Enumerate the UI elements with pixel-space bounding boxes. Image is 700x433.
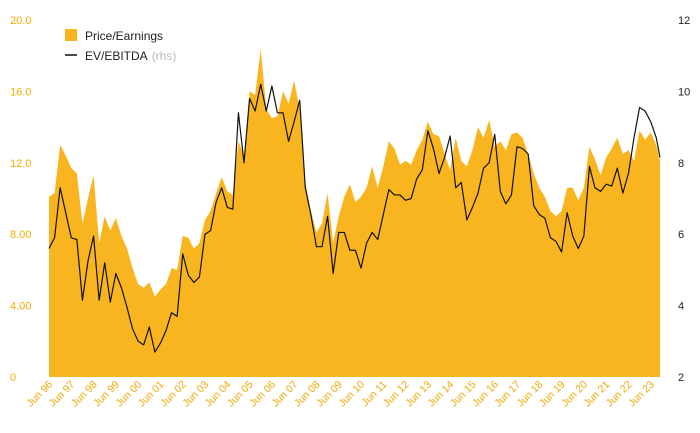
pe-area-series [49, 48, 660, 378]
left-axis-tick-label: 12.0 [10, 158, 31, 170]
legend-label-ev-suffix: (rhs) [152, 49, 177, 63]
x-axis-tick-label: Jun 23 [626, 379, 657, 410]
legend-label-ev-name: EV/EBITDA [85, 49, 148, 63]
chart-legend: Price/Earnings EV/EBITDA (rhs) [65, 29, 176, 63]
right-axis-tick-label: 2 [678, 372, 684, 384]
right-axis-tick-label: 6 [678, 229, 684, 241]
right-axis-tick-label: 10 [678, 86, 690, 98]
left-axis-tick-label: 0 [10, 372, 16, 384]
left-axis-tick-label: 20.0 [10, 15, 31, 27]
ev-ebitda-line-series [48, 83, 661, 353]
right-axis: 2 4 6 8 10 12 [678, 15, 690, 384]
legend-label-pe: Price/Earnings [85, 29, 163, 43]
left-axis-tick-label: 4.00 [10, 301, 31, 313]
left-axis-tick-label: 16.0 [10, 86, 31, 98]
right-axis-tick-label: 12 [678, 15, 690, 27]
right-axis-tick-label: 8 [678, 158, 684, 170]
left-axis: 0 4.00 8.00 12.0 16.0 20.0 [10, 15, 31, 384]
plot-area [48, 48, 661, 378]
legend-swatch-square [65, 29, 77, 41]
legend-label-ev: EV/EBITDA (rhs) [85, 49, 176, 63]
legend-item-pe: Price/Earnings [65, 29, 163, 43]
right-axis-tick-label: 4 [678, 301, 684, 313]
left-axis-tick-label: 8.00 [10, 229, 31, 241]
legend-item-ev: EV/EBITDA (rhs) [65, 49, 176, 63]
